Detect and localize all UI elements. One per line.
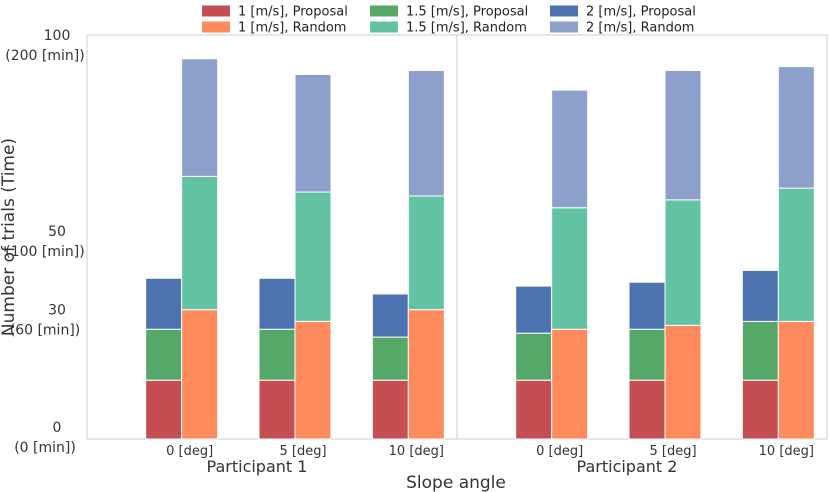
- x-tick-label: 10 [deg]: [389, 444, 444, 459]
- legend-swatch: [202, 21, 230, 33]
- y-tick-label: 50: [48, 224, 66, 240]
- x-tick-label: 5 [deg]: [279, 444, 326, 459]
- bar-segment: [664, 324, 702, 440]
- bar-segment: [258, 379, 296, 440]
- bar-segment: [258, 277, 296, 330]
- x-tick-label: 10 [deg]: [759, 444, 814, 459]
- bar-segment: [741, 379, 779, 440]
- legend-swatch: [550, 21, 578, 33]
- bar-segment: [181, 58, 219, 177]
- bar-segment: [551, 328, 589, 440]
- bar-segment: [145, 379, 183, 440]
- bar-segment: [371, 379, 409, 440]
- legend-label: 1 [m/s], Random: [238, 21, 346, 36]
- x-tick-label: 0 [deg]: [166, 444, 213, 459]
- bar-segment: [145, 277, 183, 330]
- bar-segment: [407, 309, 445, 440]
- bar-segment: [777, 187, 815, 322]
- bars-layer: [145, 58, 815, 440]
- y-axis-label: Number of trials (Time): [0, 138, 19, 336]
- legend-label: 1.5 [m/s], Random: [406, 21, 527, 36]
- y-tick-sublabel: (200 [min]): [5, 48, 84, 64]
- y-tick-labels: 0 (0 [min]) 30 (60 [min]) 50 (100 [min]) 100 (2…: [5, 28, 84, 456]
- bar-segment: [551, 89, 589, 209]
- y-tick-sublabel: (100 [min]): [5, 244, 84, 260]
- x-tick-label: 5 [deg]: [649, 444, 696, 459]
- bar-segment: [145, 328, 183, 381]
- bar-segment: [258, 328, 296, 381]
- bar-segment: [628, 281, 666, 330]
- bar-segment: [741, 320, 779, 381]
- bar-segment: [181, 309, 219, 440]
- bar-segment: [777, 66, 815, 189]
- legend-label: 2 [m/s], Proposal: [586, 5, 696, 20]
- y-tick-sublabel: (0 [min]): [14, 440, 76, 456]
- bar-segment: [407, 70, 445, 197]
- bar-segment: [777, 320, 815, 440]
- bar-segment: [741, 269, 779, 322]
- bar-segment: [664, 70, 702, 201]
- bar-segment: [515, 379, 553, 440]
- bar-segment: [628, 379, 666, 440]
- bar-segment: [294, 320, 332, 440]
- bar-segment: [371, 336, 409, 381]
- bar-segment: [664, 199, 702, 326]
- legend-swatch: [202, 5, 230, 17]
- y-tick-label: 0: [53, 420, 62, 436]
- bar-segment: [371, 293, 409, 338]
- legend-swatch: [370, 5, 398, 17]
- legend-label: 2 [m/s], Random: [586, 21, 694, 36]
- bar-segment: [294, 191, 332, 322]
- legend-label: 1.5 [m/s], Proposal: [406, 5, 528, 20]
- x-tick-labels: 0 [deg] 5 [deg] 10 [deg]Participant 10 [de…: [166, 444, 814, 476]
- bar-segment: [515, 285, 553, 334]
- y-tick-sublabel: (60 [min]): [10, 322, 81, 338]
- y-tick-label: 30: [48, 302, 66, 318]
- x-tick-label: 0 [deg]: [536, 444, 583, 459]
- legend-label: 1 [m/s], Proposal: [238, 5, 348, 20]
- legend-swatch: [550, 5, 578, 17]
- bar-segment: [294, 73, 332, 193]
- x-axis-label: Slope angle: [406, 473, 506, 492]
- bar-segment: [628, 328, 666, 381]
- y-tick-label: 100: [44, 28, 71, 44]
- panel-label: Participant 1: [207, 457, 308, 476]
- legend-swatch: [370, 21, 398, 33]
- panel-label: Participant 2: [577, 457, 678, 476]
- bar-segment: [515, 332, 553, 381]
- bar-segment: [181, 175, 219, 311]
- bar-segment: [407, 195, 445, 311]
- bar-segment: [551, 207, 589, 330]
